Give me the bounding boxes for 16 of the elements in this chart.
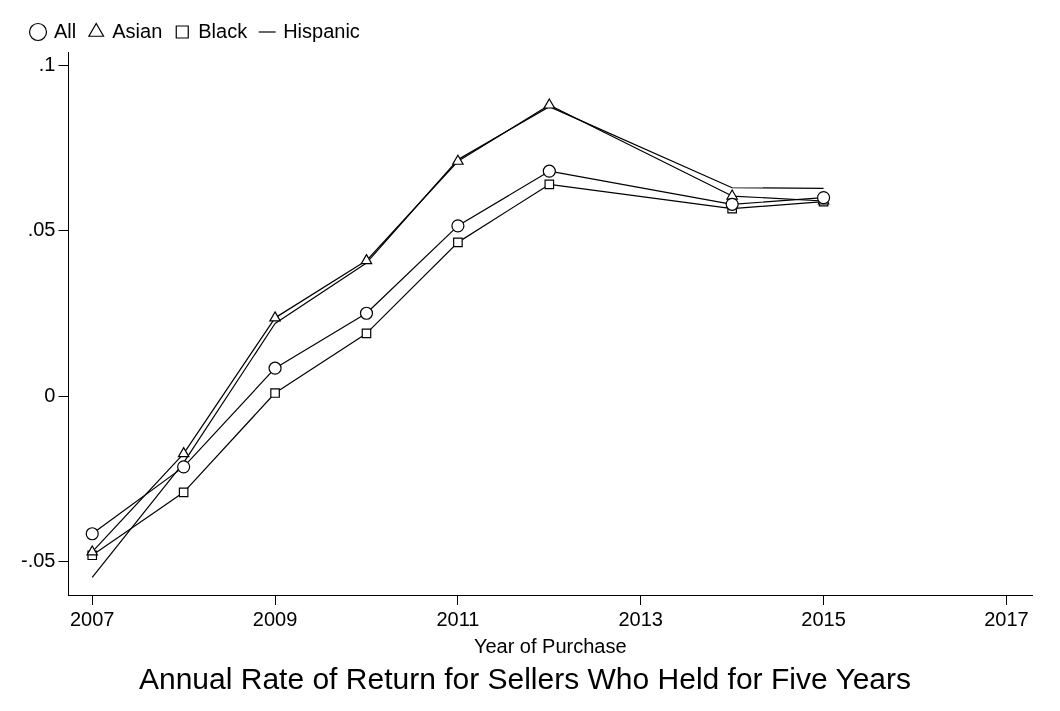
y-tick-label: -.05 [20, 549, 56, 572]
x-axis-title: Year of Purchase [473, 634, 627, 657]
x-tick-label: 2009 [252, 607, 298, 630]
y-tick-label: 0 [44, 383, 56, 406]
legend-label: Asian [112, 19, 163, 42]
x-tick-label: 2007 [69, 607, 115, 630]
legend-label: Hispanic [283, 19, 360, 42]
x-tick-label: 2011 [436, 607, 480, 630]
x-tick-label: 2015 [801, 607, 846, 630]
legend-label: Black [198, 19, 249, 42]
legend-label: All [54, 19, 77, 42]
x-tick-label: 2017 [984, 607, 1029, 630]
text: Annual Rate of Return for Sellers Who Held for Five Years [138, 662, 912, 696]
x-tick-label: 2013 [618, 607, 663, 630]
y-tick-label: .1 [38, 52, 56, 75]
y-tick-label: .05 [27, 218, 56, 241]
